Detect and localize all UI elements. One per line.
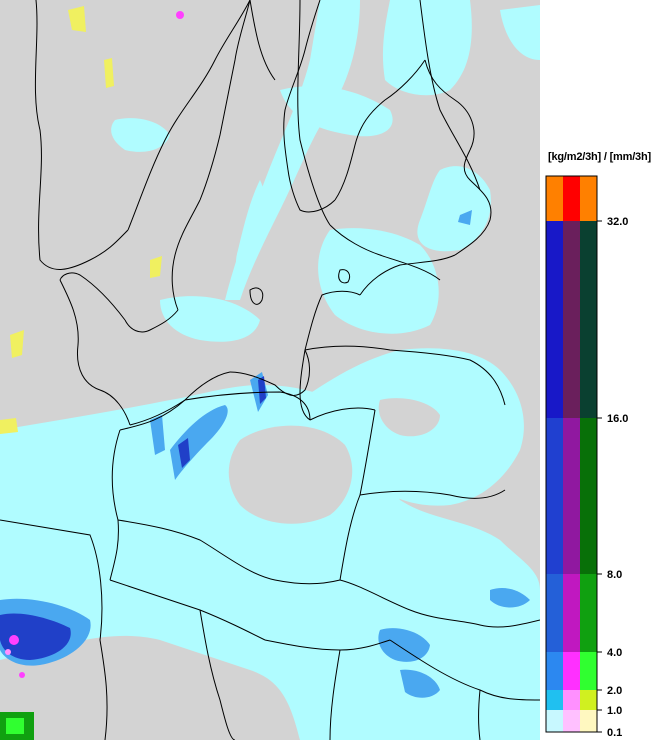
legend-swatch xyxy=(563,176,580,221)
legend-swatch xyxy=(580,176,597,221)
legend-swatch xyxy=(563,418,580,574)
legend-swatch xyxy=(546,221,563,418)
legend-swatch xyxy=(563,690,580,710)
color-scale: 32.0 16.0 8.0 4.0 2.0 1.0 0.1 xyxy=(545,175,628,739)
legend-swatch xyxy=(546,690,563,710)
legend-swatch xyxy=(546,176,563,221)
legend-swatch xyxy=(563,221,580,418)
legend-tick-label: 4.0 xyxy=(607,647,622,659)
legend-swatch xyxy=(580,652,597,690)
legend-swatch xyxy=(546,710,563,732)
legend-frame xyxy=(545,175,598,733)
legend-swatch xyxy=(563,652,580,690)
legend-tick-label: 2.0 xyxy=(607,685,622,697)
snow-precipitation-spots xyxy=(0,6,162,434)
legend-swatch xyxy=(580,574,597,652)
legend-tick-label: 1.0 xyxy=(607,705,622,717)
coastlines xyxy=(59,0,492,426)
precipitation-legend: [kg/m2/3h] / [mm/3h] 32.0 16.0 8.0 4.0 2.0 1.… xyxy=(540,0,669,740)
interior-dry-patch xyxy=(228,398,440,524)
country-borders xyxy=(0,0,540,740)
legend-tick-label: 0.1 xyxy=(607,727,622,739)
legend-swatch xyxy=(580,418,597,574)
legend-swatch xyxy=(546,574,563,652)
legend-swatch xyxy=(580,690,597,710)
legend-swatch xyxy=(580,221,597,418)
legend-swatch xyxy=(580,710,597,732)
legend-tick-label: 8.0 xyxy=(607,569,622,581)
legend-swatch xyxy=(563,710,580,732)
mixed-precipitation-spots xyxy=(0,11,184,740)
unit-label: [kg/m2/3h] / [mm/3h] xyxy=(548,151,651,163)
legend-swatch xyxy=(546,418,563,574)
heavy-precipitation-cells xyxy=(0,376,266,660)
legend-tick-label: 32.0 xyxy=(607,216,628,228)
legend-swatch xyxy=(546,652,563,690)
legend-tick-label: 16.0 xyxy=(607,413,628,425)
precipitation-map xyxy=(0,0,540,740)
legend-swatch xyxy=(563,574,580,652)
